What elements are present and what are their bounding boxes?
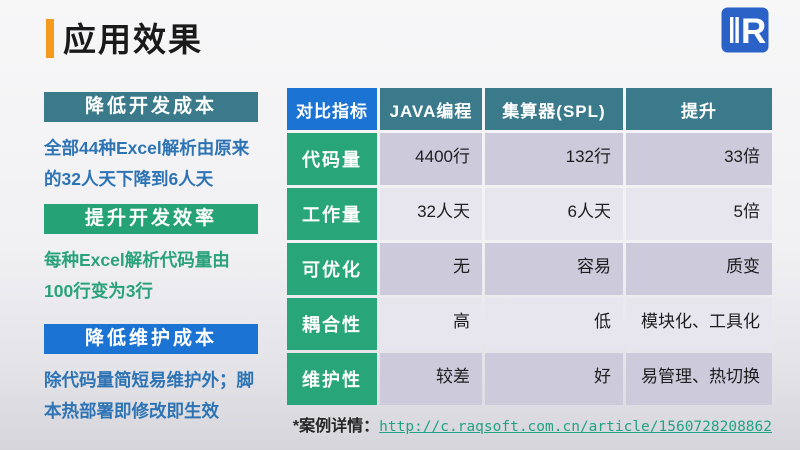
raqsoft-logo-icon: R [721,7,769,53]
sidebar-text-line: 每种Excel解析代码量由 [44,250,230,270]
case-detail-row: *案例详情：http://c.raqsoft.com.cn/article/15… [293,412,772,436]
table-header-spl: 集算器(SPL) [485,88,623,130]
table-row-label: 耦合性 [287,298,377,350]
sidebar-text-line: 全部44种Excel解析由原来 [44,138,250,158]
page-title: 应用效果 [63,21,203,58]
sidebar-text-improve-efficiency: 每种Excel解析代码量由 100行变为3行 [44,245,272,307]
table-cell: 32人天 [380,188,482,240]
sidebar-heading-reduce-maintenance-cost: 降低维护成本 [44,324,258,354]
table-cell: 高 [380,298,482,350]
case-detail-link[interactable]: http://c.raqsoft.com.cn/article/15607282… [379,419,772,435]
sidebar-heading-reduce-dev-cost: 降低开发成本 [44,92,258,122]
table-cell: 33倍 [626,133,772,185]
table-header-metric: 对比指标 [287,88,377,130]
case-detail-label: *案例详情： [292,418,380,435]
table-cell: 低 [485,298,623,350]
sidebar-text-line: 本热部署即修改即生效 [44,401,219,421]
table-cell: 5倍 [626,188,772,240]
table-cell: 较差 [380,353,482,405]
title-accent-bar [46,19,54,58]
table-header-gain: 提升 [626,88,772,130]
table-cell: 模块化、工具化 [626,298,772,350]
sidebar-text-line: 除代码量简短易维护外；脚 [44,370,254,390]
sidebar-text-reduce-dev-cost: 全部44种Excel解析由原来 的32人天下降到6人天 [44,133,272,195]
svg-text:R: R [741,12,766,51]
table-cell: 质变 [626,243,772,295]
table-cell: 无 [380,243,482,295]
table-row-label: 维护性 [287,353,377,405]
table-cell: 易管理、热切换 [626,353,772,405]
table-row-label: 工作量 [287,188,377,240]
sidebar-text-line: 的32人天下降到6人天 [44,169,214,189]
table-row-label: 可优化 [287,243,377,295]
sidebar-text-line: 100行变为3行 [44,281,153,301]
table-cell: 4400行 [380,133,482,185]
sidebar: 降低开发成本 全部44种Excel解析由原来 的32人天下降到6人天 提升开发效… [44,92,258,427]
table-cell: 容易 [485,243,623,295]
table-cell: 132行 [485,133,623,185]
table-header-java: JAVA编程 [380,88,482,130]
table-row-label: 代码量 [287,133,377,185]
sidebar-heading-improve-efficiency: 提升开发效率 [44,204,258,234]
table-cell: 6人天 [485,188,623,240]
comparison-table: 对比指标 JAVA编程 集算器(SPL) 提升 代码量 4400行 132行 3… [287,88,772,405]
sidebar-text-reduce-maintenance-cost: 除代码量简短易维护外；脚 本热部署即修改即生效 [44,365,272,427]
table-cell: 好 [485,353,623,405]
